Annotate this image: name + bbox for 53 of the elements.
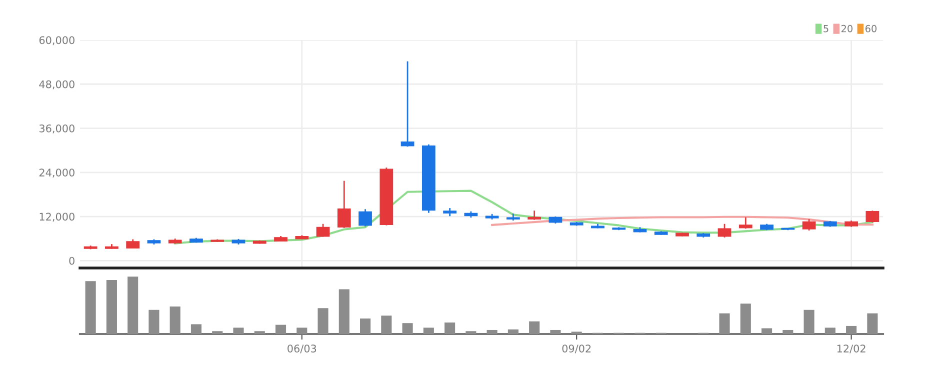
- bar: [381, 316, 392, 334]
- bar: [212, 331, 223, 334]
- bar: [423, 328, 434, 334]
- legend-label: 20: [841, 24, 852, 32]
- candlestick: [718, 223, 732, 238]
- bar: [550, 330, 561, 334]
- y-tick-label: 60,000: [39, 36, 74, 46]
- y-tick-label: 24,000: [39, 168, 74, 178]
- bar: [254, 331, 265, 334]
- bar: [338, 289, 350, 334]
- bar: [148, 310, 160, 334]
- x-tick-label: 06/03: [288, 344, 316, 354]
- bar: [128, 276, 138, 334]
- x-tick-label: 12/02: [837, 344, 866, 354]
- bar: [761, 328, 772, 334]
- legend-label: 5: [824, 25, 828, 32]
- bar: [529, 321, 540, 334]
- bar: [233, 328, 244, 334]
- x-tick-label: 09/02: [562, 344, 591, 354]
- bar: [190, 324, 202, 334]
- bar: [466, 331, 476, 334]
- bar: [85, 281, 96, 334]
- candlestick: [400, 60, 414, 148]
- bar: [402, 323, 413, 334]
- bar: [444, 322, 456, 334]
- candlestick: [316, 223, 330, 238]
- bar: [824, 328, 836, 334]
- bar: [508, 329, 518, 334]
- bar: [719, 313, 730, 334]
- candlestick: [358, 208, 372, 228]
- candlestick: [337, 180, 351, 229]
- candlestick: [528, 210, 542, 221]
- bar: [846, 326, 857, 334]
- bar: [296, 328, 308, 334]
- bar: [318, 308, 328, 334]
- bar: [275, 324, 286, 334]
- bar: [170, 306, 180, 334]
- bar: [867, 313, 878, 334]
- y-tick-label: 0: [69, 256, 74, 265]
- line-series: [491, 216, 874, 226]
- line-series: [174, 190, 874, 244]
- y-tick-label: 36,000: [39, 124, 74, 134]
- bar: [804, 310, 814, 334]
- y-tick-label: 12,000: [40, 212, 74, 222]
- bar: [106, 280, 117, 334]
- bar: [740, 304, 751, 334]
- y-tick-label: 48,000: [39, 80, 74, 90]
- candlestick: [866, 210, 880, 224]
- legend-label: 60: [865, 24, 877, 32]
- bar: [782, 330, 794, 334]
- bar: [360, 318, 371, 334]
- bar: [486, 330, 498, 334]
- candlestick: [802, 218, 816, 232]
